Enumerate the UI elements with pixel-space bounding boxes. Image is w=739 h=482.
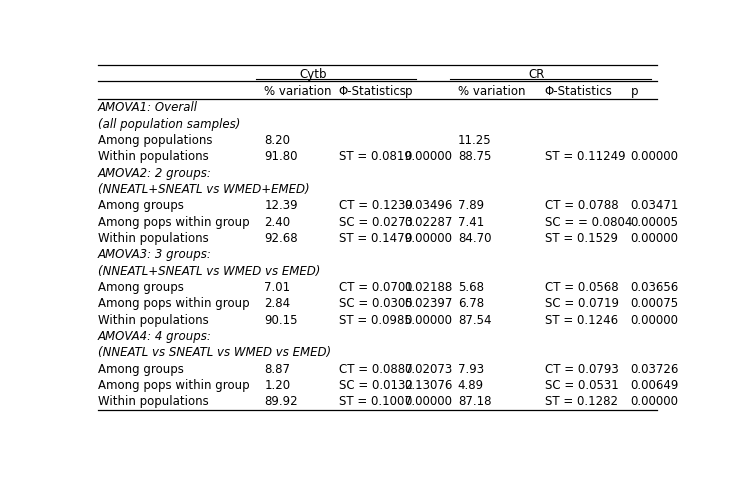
Text: Among groups: Among groups — [98, 363, 184, 376]
Text: 8.20: 8.20 — [265, 134, 290, 147]
Text: p: p — [404, 85, 412, 98]
Text: ST = 0.1479: ST = 0.1479 — [338, 232, 412, 245]
Text: ST = 0.1529: ST = 0.1529 — [545, 232, 618, 245]
Text: 0.03656: 0.03656 — [631, 281, 679, 294]
Text: Φ-Statistics: Φ-Statistics — [338, 85, 406, 98]
Text: 0.02188: 0.02188 — [404, 281, 453, 294]
Text: 92.68: 92.68 — [265, 232, 298, 245]
Text: AMOVA4: 4 groups:: AMOVA4: 4 groups: — [98, 330, 212, 343]
Text: 4.89: 4.89 — [457, 379, 484, 392]
Text: 1.20: 1.20 — [265, 379, 290, 392]
Text: 0.00000: 0.00000 — [404, 232, 452, 245]
Text: 0.00075: 0.00075 — [631, 297, 679, 310]
Text: ST = 0.0985: ST = 0.0985 — [338, 314, 412, 327]
Text: 7.89: 7.89 — [457, 200, 484, 213]
Text: 8.87: 8.87 — [265, 363, 290, 376]
Text: Among pops within group: Among pops within group — [98, 297, 250, 310]
Text: AMOVA3: 3 groups:: AMOVA3: 3 groups: — [98, 248, 212, 261]
Text: 88.75: 88.75 — [457, 150, 491, 163]
Text: 0.13076: 0.13076 — [404, 379, 453, 392]
Text: SC = 0.0305: SC = 0.0305 — [338, 297, 412, 310]
Text: 0.00649: 0.00649 — [631, 379, 679, 392]
Text: 5.68: 5.68 — [457, 281, 484, 294]
Text: Among groups: Among groups — [98, 200, 184, 213]
Text: ST = 0.11249: ST = 0.11249 — [545, 150, 625, 163]
Text: p: p — [631, 85, 638, 98]
Text: ST = 0.0819: ST = 0.0819 — [338, 150, 412, 163]
Text: 2.84: 2.84 — [265, 297, 290, 310]
Text: SC = 0.0132: SC = 0.0132 — [338, 379, 412, 392]
Text: (all population samples): (all population samples) — [98, 118, 240, 131]
Text: 0.00005: 0.00005 — [631, 216, 678, 229]
Text: 0.03471: 0.03471 — [631, 200, 679, 213]
Text: 0.02287: 0.02287 — [404, 216, 453, 229]
Text: SC = 0.0273: SC = 0.0273 — [338, 216, 412, 229]
Text: 89.92: 89.92 — [265, 395, 298, 408]
Text: SC = 0.0719: SC = 0.0719 — [545, 297, 619, 310]
Text: 2.40: 2.40 — [265, 216, 290, 229]
Text: 0.03726: 0.03726 — [631, 363, 679, 376]
Text: 90.15: 90.15 — [265, 314, 298, 327]
Text: 0.00000: 0.00000 — [631, 395, 678, 408]
Text: 7.93: 7.93 — [457, 363, 484, 376]
Text: ST = 0.1007: ST = 0.1007 — [338, 395, 412, 408]
Text: 0.02397: 0.02397 — [404, 297, 453, 310]
Text: 0.00000: 0.00000 — [631, 232, 678, 245]
Text: 11.25: 11.25 — [457, 134, 491, 147]
Text: % variation: % variation — [265, 85, 332, 98]
Text: SC = = 0.0804: SC = = 0.0804 — [545, 216, 632, 229]
Text: SC = 0.0531: SC = 0.0531 — [545, 379, 619, 392]
Text: CR: CR — [528, 67, 545, 80]
Text: 7.01: 7.01 — [265, 281, 290, 294]
Text: 0.00000: 0.00000 — [404, 395, 452, 408]
Text: CT = 0.0793: CT = 0.0793 — [545, 363, 619, 376]
Text: Within populations: Within populations — [98, 314, 209, 327]
Text: 0.03496: 0.03496 — [404, 200, 453, 213]
Text: 0.00000: 0.00000 — [631, 150, 678, 163]
Text: CT = 0.1239: CT = 0.1239 — [338, 200, 412, 213]
Text: 6.78: 6.78 — [457, 297, 484, 310]
Text: 84.70: 84.70 — [457, 232, 491, 245]
Text: Among pops within group: Among pops within group — [98, 216, 250, 229]
Text: 0.00000: 0.00000 — [404, 150, 452, 163]
Text: (NNEATL+SNEATL vs WMED vs EMED): (NNEATL+SNEATL vs WMED vs EMED) — [98, 265, 321, 278]
Text: 0.00000: 0.00000 — [404, 314, 452, 327]
Text: Among pops within group: Among pops within group — [98, 379, 250, 392]
Text: 12.39: 12.39 — [265, 200, 298, 213]
Text: 87.54: 87.54 — [457, 314, 491, 327]
Text: 0.00000: 0.00000 — [631, 314, 678, 327]
Text: CT = 0.0568: CT = 0.0568 — [545, 281, 619, 294]
Text: (NNEATL+SNEATL vs WMED+EMED): (NNEATL+SNEATL vs WMED+EMED) — [98, 183, 310, 196]
Text: % variation: % variation — [457, 85, 525, 98]
Text: AMOVA2: 2 groups:: AMOVA2: 2 groups: — [98, 167, 212, 180]
Text: Φ-Statistics: Φ-Statistics — [545, 85, 613, 98]
Text: Within populations: Within populations — [98, 395, 209, 408]
Text: CT = 0.0788: CT = 0.0788 — [545, 200, 619, 213]
Text: Cytb: Cytb — [299, 67, 327, 80]
Text: (NNEATL vs SNEATL vs WMED vs EMED): (NNEATL vs SNEATL vs WMED vs EMED) — [98, 347, 331, 360]
Text: CT = 0.0887: CT = 0.0887 — [338, 363, 412, 376]
Text: 91.80: 91.80 — [265, 150, 298, 163]
Text: Within populations: Within populations — [98, 150, 209, 163]
Text: ST = 0.1246: ST = 0.1246 — [545, 314, 618, 327]
Text: 0.02073: 0.02073 — [404, 363, 453, 376]
Text: AMOVA1: Overall: AMOVA1: Overall — [98, 101, 198, 114]
Text: Among groups: Among groups — [98, 281, 184, 294]
Text: 7.41: 7.41 — [457, 216, 484, 229]
Text: Within populations: Within populations — [98, 232, 209, 245]
Text: Among populations: Among populations — [98, 134, 213, 147]
Text: ST = 0.1282: ST = 0.1282 — [545, 395, 618, 408]
Text: CT = 0.0701: CT = 0.0701 — [338, 281, 412, 294]
Text: 87.18: 87.18 — [457, 395, 491, 408]
